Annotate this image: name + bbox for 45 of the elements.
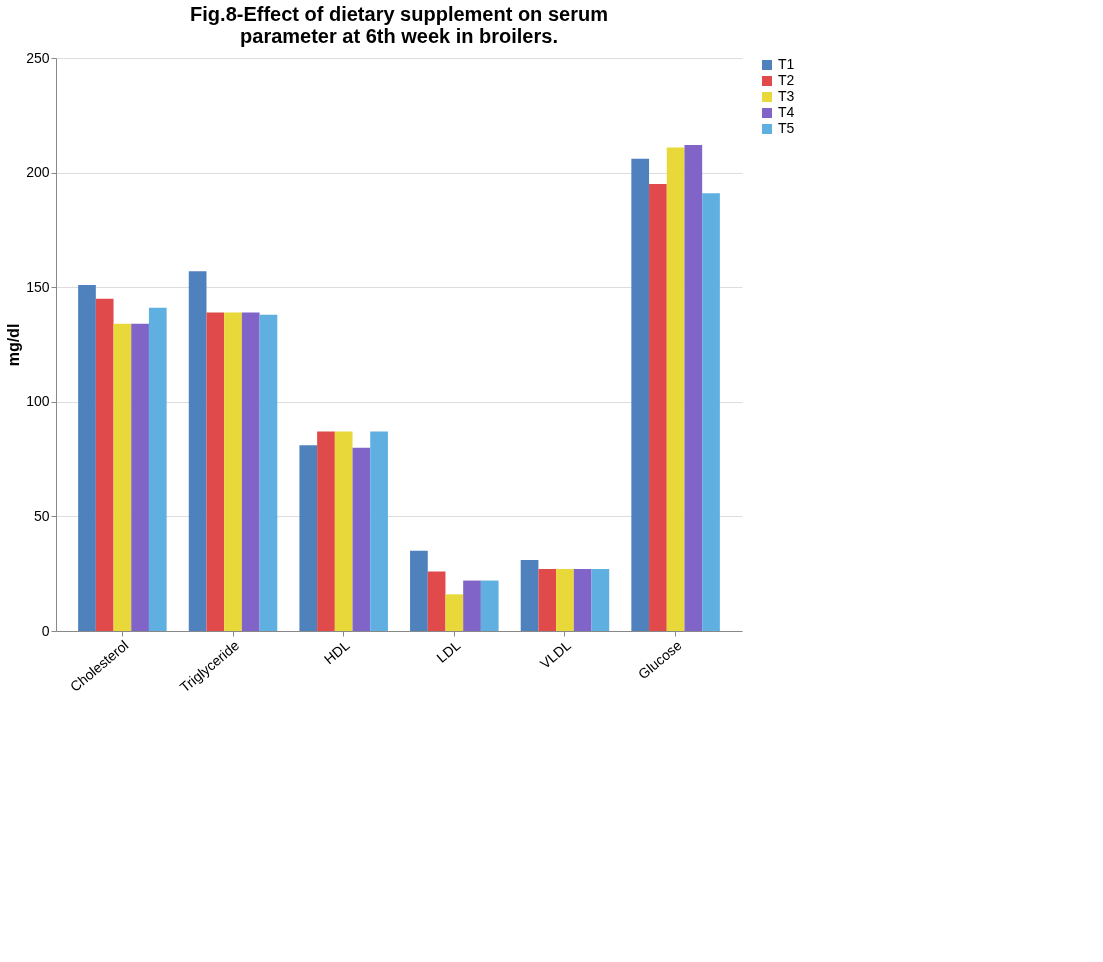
bar <box>188 271 207 631</box>
bar <box>556 569 574 631</box>
bar <box>591 569 610 631</box>
bar <box>520 559 539 631</box>
x-tick-label: HDL <box>320 636 353 668</box>
y-tick-label: 150 <box>26 278 50 295</box>
bar <box>480 580 499 631</box>
bar <box>299 445 318 631</box>
y-tick-label: 50 <box>33 507 50 524</box>
bar <box>224 312 242 631</box>
bar <box>370 431 388 631</box>
bar <box>410 550 428 631</box>
bar <box>684 145 703 631</box>
bar <box>573 569 592 631</box>
bar <box>241 312 260 631</box>
x-tick-label: LDL <box>433 636 464 666</box>
bar <box>538 569 557 631</box>
bar <box>445 594 464 631</box>
bar <box>463 580 481 631</box>
bar <box>427 571 446 631</box>
bar <box>352 447 371 631</box>
bar <box>259 314 278 631</box>
y-tick-label: 100 <box>26 393 50 410</box>
legend-label: T1 <box>778 56 795 72</box>
legend-label: T5 <box>778 120 795 136</box>
bar <box>113 323 132 631</box>
bar <box>666 147 685 631</box>
chart-title: Fig.8-Effect of dietary supplement on serum parameter at 6th week in broilers. <box>190 3 608 47</box>
y-tick-label: 250 <box>26 49 50 66</box>
bar <box>131 323 149 631</box>
bar <box>317 431 335 631</box>
bar <box>702 193 720 631</box>
y-tick-label: 200 <box>26 164 50 181</box>
bar <box>95 298 114 631</box>
bar <box>631 158 650 631</box>
legend-label: T2 <box>778 72 795 88</box>
bar <box>334 431 353 631</box>
y-axis-title: mg/dl <box>5 323 23 367</box>
y-tick-label: 0 <box>41 622 50 639</box>
bar <box>649 184 667 631</box>
bar <box>206 312 225 631</box>
legend-label: T4 <box>778 104 795 120</box>
legend-label: T3 <box>778 88 795 104</box>
bar <box>148 307 167 631</box>
bar <box>78 284 96 631</box>
